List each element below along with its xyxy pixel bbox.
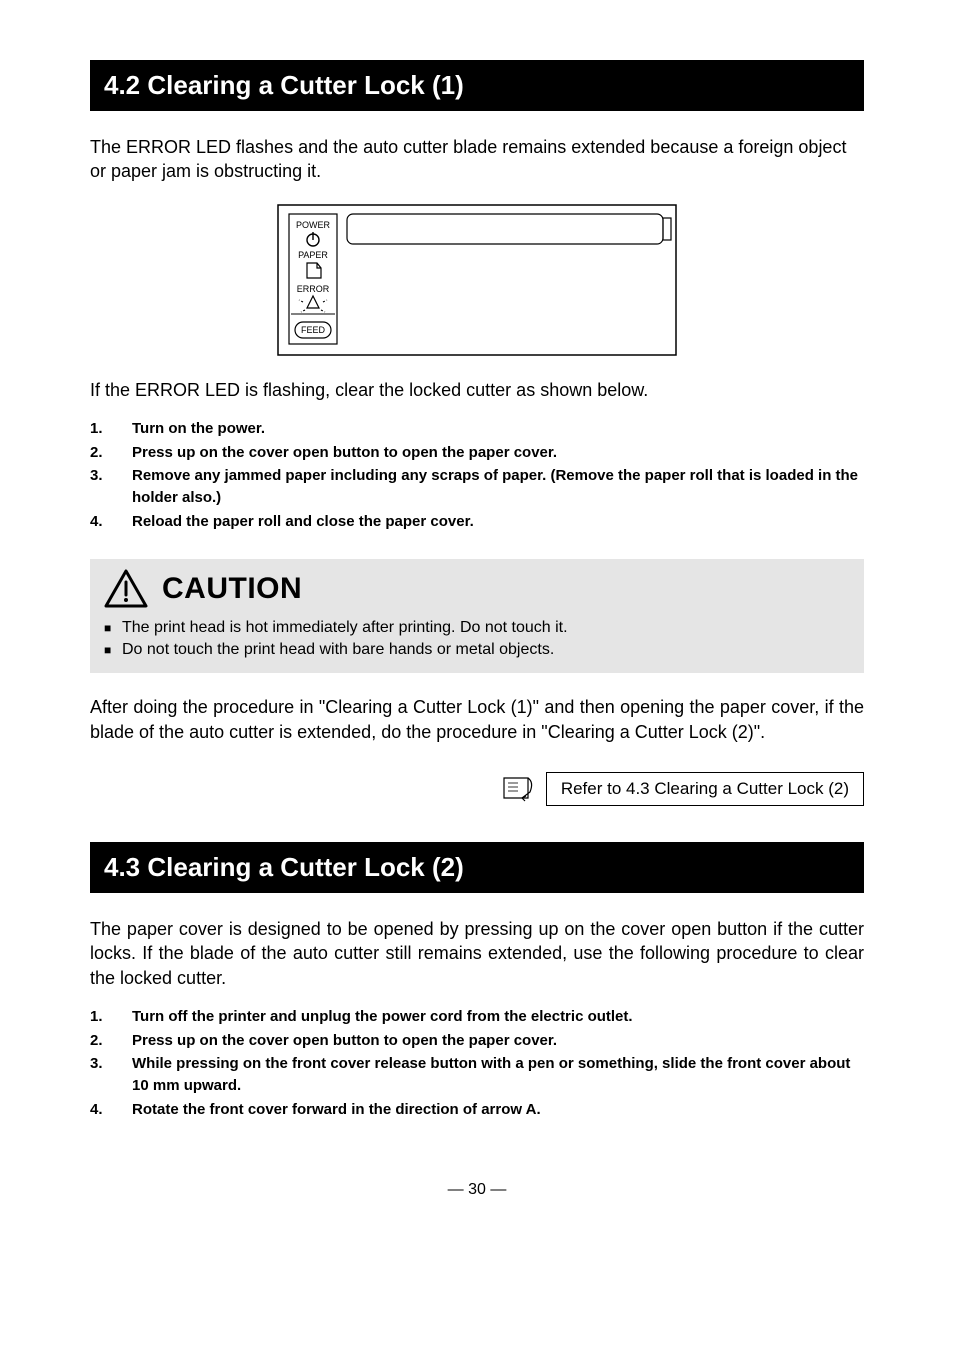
section-4-2-intro: The ERROR LED flashes and the auto cutte… — [90, 135, 864, 184]
list-item: Reload the paper roll and close the pape… — [90, 511, 864, 533]
refer-container: Refer to 4.3 Clearing a Cutter Lock (2) — [90, 772, 864, 806]
section-4-2-steps: Turn on the power. Press up on the cover… — [90, 418, 864, 533]
caution-header: CAUTION — [104, 569, 850, 609]
section-4-3-heading: 4.3 Clearing a Cutter Lock (2) — [90, 842, 864, 893]
list-item: While pressing on the front cover releas… — [90, 1053, 864, 1097]
power-label: POWER — [296, 220, 331, 230]
refer-text: Refer to 4.3 Clearing a Cutter Lock (2) — [546, 772, 864, 806]
mid-paragraph: After doing the procedure in "Clearing a… — [90, 695, 864, 744]
paper-label: PAPER — [298, 250, 328, 260]
section-4-3-intro: The paper cover is designed to be opened… — [90, 917, 864, 990]
section-4-2-heading: 4.2 Clearing a Cutter Lock (1) — [90, 60, 864, 111]
section-4-3-steps: Turn off the printer and unplug the powe… — [90, 1006, 864, 1121]
printer-panel-diagram: POWER PAPER ERROR FEED — [277, 200, 677, 360]
feed-label: FEED — [301, 325, 326, 335]
list-item: Turn on the power. — [90, 418, 864, 440]
list-item: Press up on the cover open button to ope… — [90, 1030, 864, 1052]
list-item: The print head is hot immediately after … — [104, 617, 850, 639]
caution-title: CAUTION — [162, 572, 302, 606]
page-number: — 30 — — [90, 1181, 864, 1199]
section-4-2-after-diagram: If the ERROR LED is flashing, clear the … — [90, 378, 864, 402]
list-item: Rotate the front cover forward in the di… — [90, 1099, 864, 1121]
list-item: Press up on the cover open button to ope… — [90, 442, 864, 464]
caution-box: CAUTION The print head is hot immediatel… — [90, 559, 864, 674]
list-item: Remove any jammed paper including any sc… — [90, 465, 864, 509]
warning-icon — [104, 569, 148, 609]
error-label: ERROR — [297, 284, 330, 294]
list-item: Turn off the printer and unplug the powe… — [90, 1006, 864, 1028]
list-item: Do not touch the print head with bare ha… — [104, 639, 850, 661]
caution-bullets: The print head is hot immediately after … — [104, 617, 850, 662]
page-flip-icon — [500, 774, 536, 804]
